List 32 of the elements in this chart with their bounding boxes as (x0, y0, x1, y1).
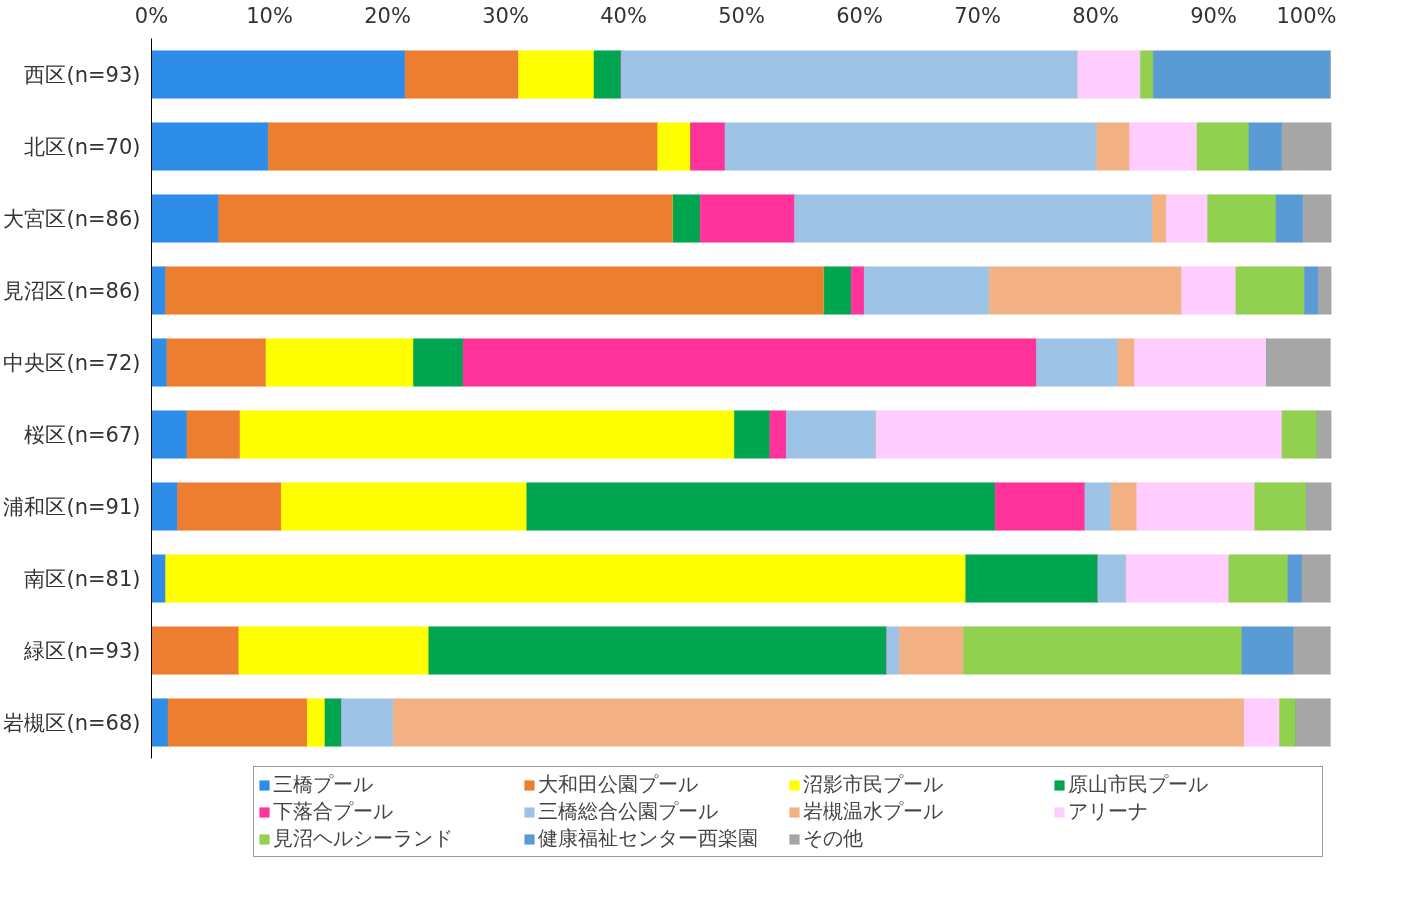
x-tick-label: 90% (1190, 3, 1237, 28)
legend-label: アリーナ (1068, 798, 1149, 825)
x-tick-label: 40% (600, 3, 647, 28)
x-tick-label: 80% (1072, 3, 1119, 28)
x-tick-label: 30% (482, 3, 529, 28)
legend-label: 大和田公園プール (538, 771, 699, 798)
legend-label: 下落合プール (273, 798, 394, 825)
x-tick-label: 70% (954, 3, 1001, 28)
legend-label: 三橋総合公園プール (538, 798, 719, 825)
legend-label: その他 (803, 825, 864, 852)
y-tick-label: 見沼区(n=86) (3, 278, 141, 303)
x-tick-label: 10% (246, 3, 293, 28)
legend-label: 沼影市民プール (803, 771, 944, 798)
x-tick-label: 100% (1276, 3, 1337, 28)
x-tick-label: 60% (836, 3, 883, 28)
legend-label: 岩槻温水プール (803, 798, 944, 825)
x-tick-label: 50% (718, 3, 765, 28)
y-tick-label: 桜区(n=67) (24, 422, 141, 447)
y-tick-label: 岩槻区(n=68) (3, 710, 141, 735)
x-tick-label: 20% (364, 3, 411, 28)
y-tick-label: 緑区(n=93) (23, 638, 141, 663)
legend-label: 三橋プール (273, 771, 374, 798)
y-tick-label: 中央区(n=72) (3, 350, 141, 375)
y-tick-label: 西区(n=93) (24, 62, 141, 87)
y-tick-label: 大宮区(n=86) (3, 206, 141, 231)
legend-label: 原山市民プール (1068, 771, 1209, 798)
x-tick-label: 0% (134, 3, 169, 28)
y-tick-label: 南区(n=81) (24, 566, 141, 591)
y-tick-label: 浦和区(n=91) (3, 494, 141, 519)
legend-label: 健康福祉センター西楽園 (538, 825, 759, 852)
y-tick-label: 北区(n=70) (24, 134, 141, 159)
legend-label: 見沼ヘルシーランド (273, 825, 454, 852)
